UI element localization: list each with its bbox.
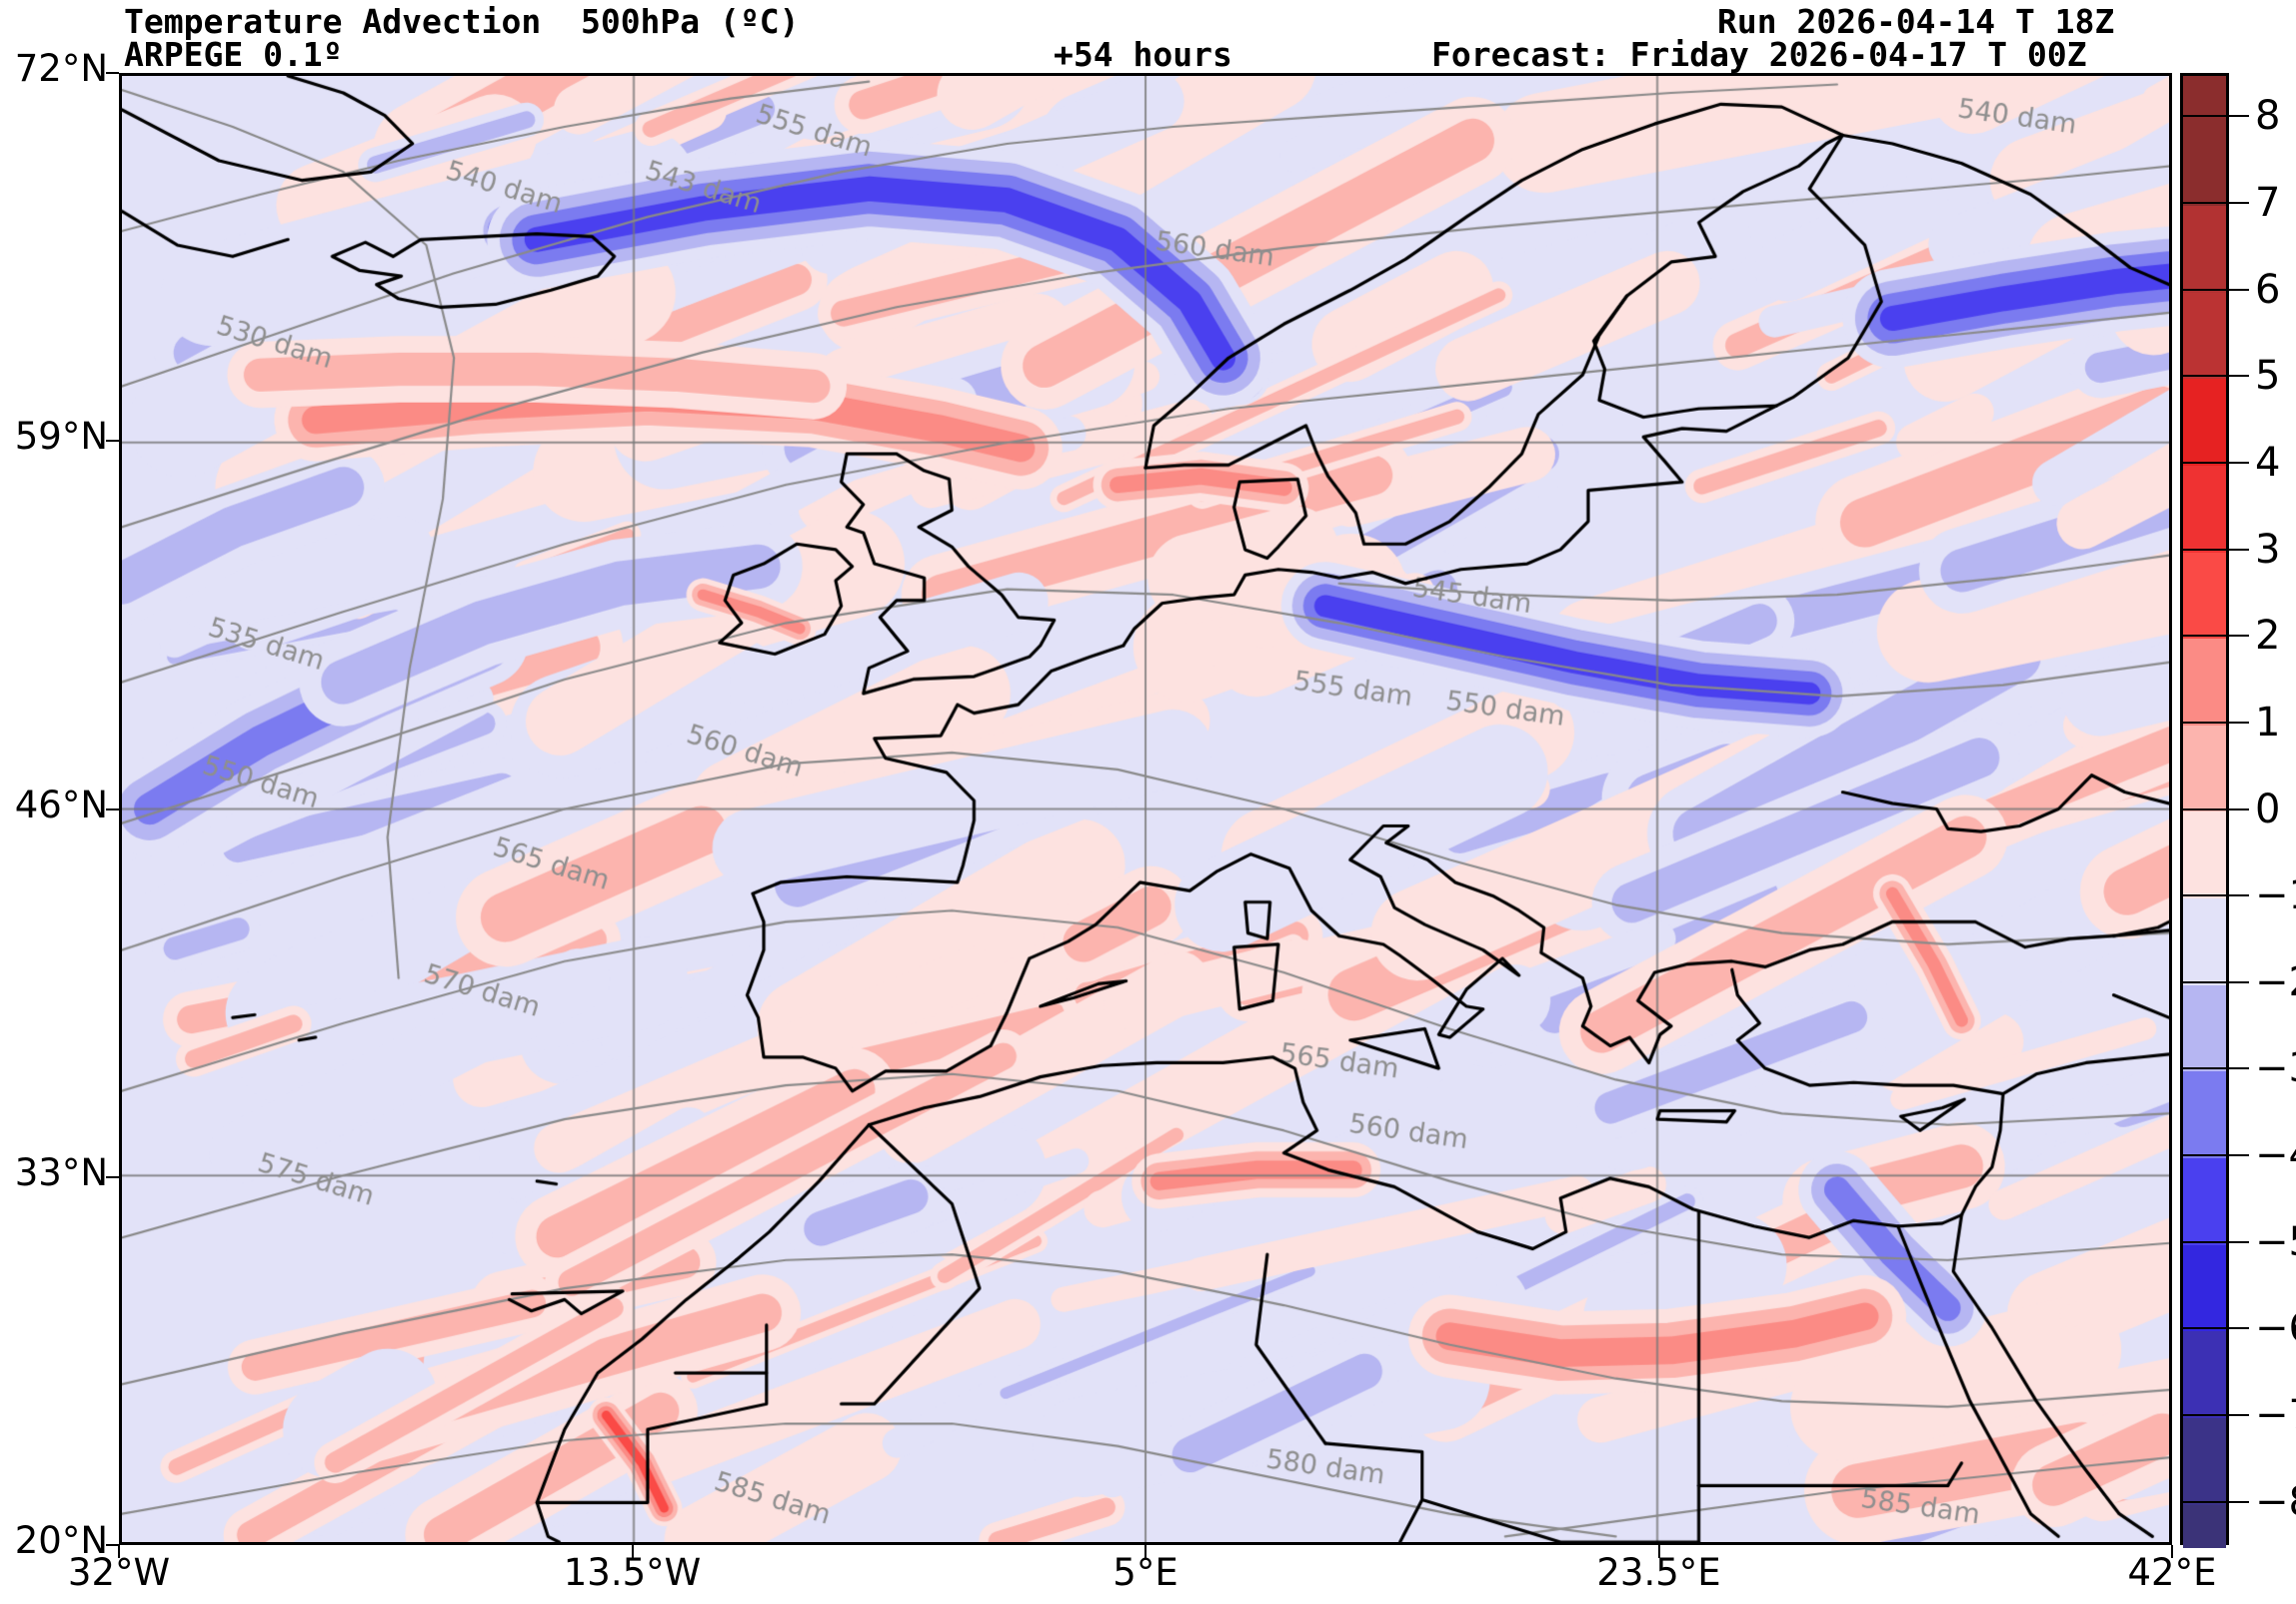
colorbar-separator [2180, 721, 2229, 724]
colorbar-tick-label: −3 [2255, 1045, 2296, 1092]
y-axis-tick [106, 440, 119, 443]
colorbar-tick-label: 2 [2255, 613, 2281, 660]
y-axis-tick [106, 1175, 119, 1178]
x-axis-tick-label: 5°E [1113, 1551, 1178, 1594]
colorbar-segment [2183, 292, 2226, 380]
colorbar-segment [2183, 552, 2226, 640]
colorbar-tick-label: 0 [2255, 786, 2281, 832]
y-axis-tick-label: 20°N [14, 1519, 108, 1562]
x-axis-tick-label: 42°E [2127, 1551, 2217, 1594]
x-axis-tick [118, 1545, 120, 1558]
colorbar-separator [2180, 201, 2229, 204]
run-time-label: Run 2026-04-14 T 18Z [1717, 2, 2115, 41]
y-axis-tick-label: 46°N [14, 783, 108, 826]
colorbar-tick-label: 5 [2255, 353, 2281, 400]
colorbar-tick-label: −8 [2255, 1478, 2296, 1525]
colorbar-tick-label: 1 [2255, 699, 2281, 746]
colorbar-tick [2229, 1500, 2249, 1503]
colorbar-separator [2180, 548, 2229, 551]
model-label: ARPEGE 0.1º [124, 35, 343, 74]
colorbar-segment [2183, 1071, 2226, 1158]
lead-time-label: +54 hours [1054, 35, 1232, 74]
colorbar-tick [2229, 1414, 2249, 1417]
colorbar-separator [2180, 635, 2229, 638]
colorbar-separator [2180, 375, 2229, 378]
colorbar-separator [2180, 1414, 2229, 1417]
colorbar-separator [2180, 1240, 2229, 1243]
colorbar-separator [2180, 1327, 2229, 1330]
y-axis-tick-label: 33°N [14, 1150, 108, 1194]
colorbar-tick-label: 7 [2255, 179, 2281, 226]
colorbar-tick-label: −2 [2255, 958, 2296, 1005]
colorbar-tick [2229, 807, 2249, 810]
colorbar-tick [2229, 635, 2249, 638]
colorbar-segment [2183, 1417, 2226, 1505]
colorbar-tick [2229, 461, 2249, 464]
colorbar-segment [2183, 1331, 2226, 1418]
colorbar-segment [2183, 1244, 2226, 1332]
colorbar-tick-label: 6 [2255, 266, 2281, 313]
advection-heatmap-canvas [122, 76, 2169, 1542]
colorbar-segment [2183, 1504, 2226, 1548]
x-axis-tick [1145, 1545, 1147, 1558]
colorbar-tick [2229, 548, 2249, 551]
colorbar-separator [2180, 115, 2229, 118]
y-axis-tick [106, 1544, 119, 1546]
colorbar-segment [2183, 205, 2226, 293]
colorbar-tick [2229, 1240, 2249, 1243]
x-axis-tick [631, 1545, 634, 1558]
x-axis-tick-label: 23.5°E [1596, 1551, 1721, 1594]
colorbar-tick-label: −1 [2255, 872, 2296, 919]
colorbar-tick [2229, 721, 2249, 724]
colorbar-segment [2183, 465, 2226, 553]
x-axis-tick [2171, 1545, 2173, 1558]
y-axis-tick [106, 72, 119, 74]
colorbar-tick [2229, 115, 2249, 118]
colorbar-tick [2229, 894, 2249, 897]
chart-header: Temperature Advection 500hPa (ºC) ARPEGE… [0, 0, 2296, 74]
colorbar-tick-label: 8 [2255, 93, 2281, 140]
colorbar-tick [2229, 375, 2249, 378]
x-axis-tick [1657, 1545, 1660, 1558]
colorbar-tick-label: −7 [2255, 1392, 2296, 1439]
colorbar-tick [2229, 1067, 2249, 1070]
colorbar-segment [2183, 725, 2226, 812]
colorbar-segment [2183, 811, 2226, 899]
colorbar-tick-label: −4 [2255, 1132, 2296, 1179]
colorbar-tick-label: −6 [2255, 1305, 2296, 1352]
colorbar-segment [2183, 639, 2226, 726]
colorbar-separator [2180, 894, 2229, 897]
forecast-time-label: Forecast: Friday 2026-04-17 T 00Z [1431, 35, 2087, 74]
colorbar-tick-label: −5 [2255, 1218, 2296, 1265]
colorbar-separator [2180, 288, 2229, 291]
colorbar-separator [2180, 461, 2229, 464]
colorbar-segment [2183, 984, 2226, 1072]
chart-title: Temperature Advection 500hPa (ºC) [124, 2, 800, 41]
x-axis-tick-label: 13.5°W [563, 1551, 702, 1594]
colorbar-tick [2229, 1327, 2249, 1330]
colorbar-tick [2229, 288, 2249, 291]
colorbar-separator [2180, 980, 2229, 983]
colorbar-segment [2183, 76, 2226, 120]
colorbar-separator [2180, 1500, 2229, 1503]
colorbar-segment [2183, 379, 2226, 466]
colorbar-separator [2180, 1067, 2229, 1070]
y-axis-tick-label: 59°N [14, 415, 108, 459]
x-axis-tick-label: 32°W [67, 1551, 171, 1594]
y-axis-tick [106, 807, 119, 810]
colorbar-tick [2229, 1154, 2249, 1157]
y-axis-tick-label: 72°N [14, 47, 108, 90]
colorbar-separator [2180, 1154, 2229, 1157]
colorbar-segment [2183, 898, 2226, 985]
colorbar-tick [2229, 980, 2249, 983]
map-plot-area[interactable] [119, 73, 2172, 1545]
colorbar-tick [2229, 201, 2249, 204]
colorbar-tick-label: 3 [2255, 526, 2281, 573]
colorbar-separator [2180, 807, 2229, 810]
colorbar-segment [2183, 119, 2226, 206]
colorbar-segment [2183, 1158, 2226, 1245]
colorbar-tick-label: 4 [2255, 439, 2281, 486]
